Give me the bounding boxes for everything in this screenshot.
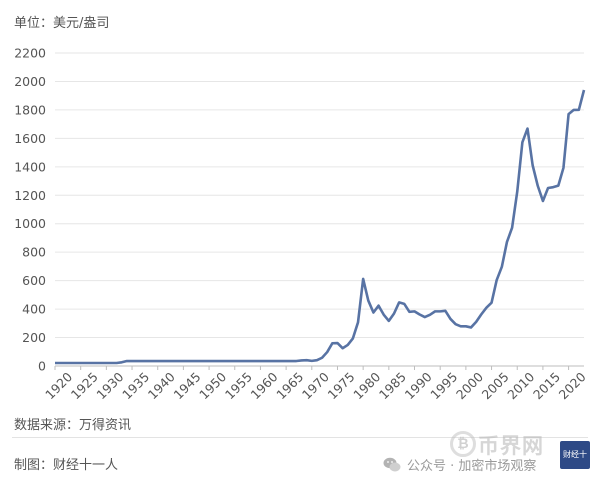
unit-label: 单位：美元/盎司	[14, 16, 110, 31]
y-tick-label: 400	[22, 302, 46, 317]
watermark-logo: 财经十一人	[560, 441, 590, 487]
x-tick-label: 1935	[119, 369, 152, 402]
x-tick-label: 1975	[325, 369, 358, 402]
x-tick-label: 2010	[504, 369, 537, 402]
y-tick-label: 200	[22, 330, 46, 345]
y-tick-label: 1400	[14, 159, 46, 174]
y-tick-label: 600	[22, 273, 46, 288]
bitcoin-watermark-icon: ₿	[450, 431, 476, 457]
y-tick-label: 1800	[14, 102, 46, 117]
x-tick-label: 1940	[145, 369, 178, 402]
y-tick-label: 1200	[14, 188, 46, 203]
x-tick-label: 1965	[273, 369, 306, 402]
wechat-icon	[383, 457, 401, 471]
x-tick-label: 1920	[42, 369, 75, 402]
y-axis-ticks: 0 200 400 600 800 1000 1200 1400 1600 1800 2000 220…	[14, 46, 46, 374]
series-line-gold-price	[55, 89, 586, 365]
x-tick-label: 1985	[376, 369, 409, 402]
wechat-account[interactable]: 公众号 · 加密市场观察	[383, 455, 536, 474]
y-tick-label: 2000	[14, 74, 46, 89]
x-tick-label: 2020	[556, 369, 589, 402]
watermark-text: 币界网	[478, 434, 544, 458]
x-tick-label: 1960	[248, 369, 281, 402]
data-source: 数据来源：万得资讯	[14, 418, 132, 433]
x-tick-label: 1990	[402, 369, 435, 402]
x-tick-label: 1970	[299, 369, 332, 402]
wechat-account-label: 公众号 · 加密市场观察	[407, 459, 537, 474]
x-tick-label: 1955	[222, 369, 255, 402]
x-tick-label: 1995	[427, 369, 460, 402]
x-tick-label: 2015	[530, 369, 563, 402]
chart-maker: 制图：财经十一人	[14, 458, 119, 473]
grid-lines	[55, 52, 584, 367]
x-axis-ticks: 1920192519301935194019451950195519601965…	[42, 366, 589, 402]
x-tick-label: 1945	[170, 369, 203, 402]
y-tick-label: 2200	[14, 46, 46, 61]
y-tick-label: 800	[22, 245, 46, 260]
x-tick-label: 1950	[196, 369, 229, 402]
x-tick-label: 1925	[68, 369, 101, 402]
x-tick-label: 2000	[453, 369, 486, 402]
y-tick-label: 1000	[14, 216, 46, 231]
x-tick-label: 1930	[93, 369, 126, 402]
footer-divider	[12, 437, 588, 438]
x-tick-label: 2005	[479, 369, 512, 402]
x-tick-label: 1980	[350, 369, 383, 402]
gold-price-line-chart: 0 200 400 600 800 1000 1200 1400 1600 1800 2000 220…	[14, 46, 589, 403]
y-tick-label: 0	[38, 359, 46, 374]
y-tick-label: 1600	[14, 131, 46, 146]
